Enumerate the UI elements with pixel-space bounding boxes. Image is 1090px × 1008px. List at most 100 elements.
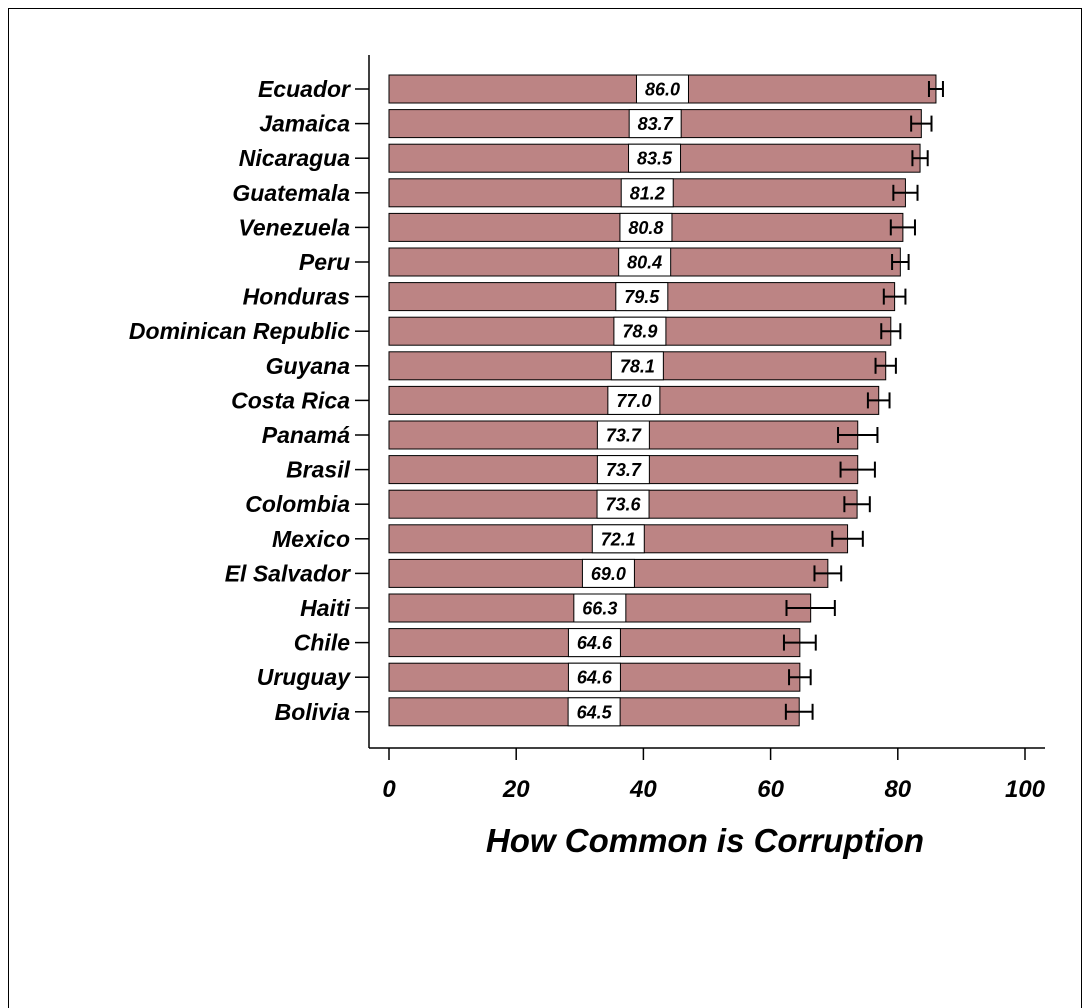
x-tick-label: 60 — [757, 776, 784, 803]
category-label-text: Costa Rica — [231, 387, 350, 413]
value-label-text: 64.6 — [577, 668, 613, 688]
error-bar — [831, 530, 864, 547]
value-label: 77.0 — [607, 385, 661, 415]
category-label-text: Colombia — [245, 491, 350, 517]
category-label: Ecuador — [258, 76, 369, 102]
x-tick: 40 — [629, 748, 657, 803]
value-label: 64.6 — [567, 628, 621, 658]
error-bar — [882, 288, 907, 305]
x-tick: 80 — [884, 748, 912, 803]
value-label: 73.7 — [596, 420, 650, 450]
category-label: Colombia — [245, 491, 369, 517]
value-label-text: 73.6 — [606, 495, 642, 515]
error-bar — [889, 219, 916, 236]
value-label-text: 72.1 — [601, 529, 636, 549]
error-bar — [784, 703, 814, 720]
x-axis-title: How Common is Corruption — [486, 822, 924, 859]
category-label: Brasil — [286, 457, 369, 483]
value-label: 81.2 — [620, 178, 674, 208]
category-label: Jamaica — [259, 111, 369, 137]
category-label: El Salvador — [225, 560, 369, 586]
error-bar — [785, 600, 836, 616]
value-label: 83.5 — [628, 143, 682, 173]
x-tick: 0 — [382, 748, 396, 803]
x-tick-label: 20 — [502, 776, 530, 803]
category-label: Panamá — [262, 422, 369, 448]
category-label: Honduras — [243, 284, 369, 310]
axes — [368, 55, 1045, 749]
error-bar — [813, 565, 843, 582]
category-label-text: Mexico — [272, 526, 350, 552]
category-label-text: Venezuela — [238, 214, 350, 240]
error-bar — [782, 634, 817, 651]
value-label-text: 77.0 — [616, 391, 651, 411]
category-label: Peru — [299, 249, 369, 275]
category-label: Guyana — [266, 353, 369, 379]
x-tick-label: 100 — [1005, 776, 1046, 803]
value-label: 64.6 — [567, 662, 621, 692]
error-bar — [839, 461, 876, 478]
error-bar — [911, 150, 929, 167]
error-bar — [874, 357, 897, 374]
value-label: 78.9 — [613, 316, 667, 346]
chart-frame — [8, 8, 1082, 1008]
value-label: 66.3 — [573, 593, 627, 623]
category-label-text: Ecuador — [258, 76, 351, 102]
error-bars — [782, 81, 944, 720]
error-bar — [927, 81, 944, 97]
value-label-text: 83.7 — [638, 114, 674, 134]
x-tick-label: 80 — [884, 776, 911, 803]
category-label-text: Guyana — [266, 353, 351, 379]
value-label-text: 78.1 — [620, 356, 655, 376]
category-label-text: El Salvador — [225, 560, 351, 586]
value-labels: 86.0 83.7 83.5 81.2 80.8 80.4 79.5 78.9 78.1 77.0… — [567, 74, 689, 727]
value-label: 86.0 — [635, 74, 689, 104]
x-tick-label: 40 — [629, 776, 657, 803]
value-label-text: 64.6 — [577, 633, 613, 653]
value-label-text: 73.7 — [606, 460, 642, 480]
category-label: Chile — [294, 630, 369, 656]
value-label-text: 78.9 — [622, 322, 657, 342]
error-bar — [891, 254, 910, 270]
x-tick-labels: 0 20 40 60 80 100 — [382, 748, 1046, 803]
error-bar — [866, 392, 891, 409]
category-label: Bolivia — [275, 699, 369, 725]
value-label: 64.5 — [567, 697, 621, 727]
x-tick: 20 — [502, 748, 530, 803]
value-label: 80.4 — [618, 247, 672, 277]
value-label: 80.8 — [619, 212, 673, 242]
category-label: Guatemala — [232, 180, 369, 206]
x-tick: 100 — [1005, 748, 1046, 803]
value-label: 78.1 — [610, 351, 664, 381]
value-label-text: 73.7 — [606, 426, 642, 446]
value-label: 73.7 — [596, 455, 650, 485]
value-label-text: 83.5 — [637, 149, 673, 169]
value-label-text: 64.5 — [577, 702, 613, 722]
value-label: 69.0 — [581, 558, 635, 588]
value-label-text: 79.5 — [624, 287, 660, 307]
value-label: 83.7 — [628, 109, 682, 139]
error-bar — [843, 496, 871, 513]
category-label-text: Uruguay — [257, 664, 352, 690]
error-bar — [892, 184, 919, 201]
value-label: 73.6 — [596, 489, 650, 519]
value-label: 79.5 — [615, 282, 669, 312]
error-bar — [837, 427, 879, 443]
value-label-text: 69.0 — [591, 564, 626, 584]
value-label-text: 66.3 — [582, 599, 617, 619]
value-label-text: 80.4 — [627, 253, 662, 273]
category-label-text: Bolivia — [275, 699, 351, 725]
x-tick: 60 — [757, 748, 785, 803]
category-label: Nicaragua — [239, 145, 369, 171]
category-label-text: Guatemala — [232, 180, 350, 206]
category-label-text: Jamaica — [259, 111, 350, 137]
category-label-text: Honduras — [243, 284, 350, 310]
category-label: Dominican Republic — [129, 318, 369, 344]
category-label-text: Panamá — [262, 422, 350, 448]
value-label-text: 80.8 — [628, 218, 663, 238]
category-label-text: Nicaragua — [239, 145, 350, 171]
category-label: Mexico — [272, 526, 369, 552]
category-label-text: Dominican Republic — [129, 318, 350, 344]
category-label: Haiti — [300, 595, 369, 621]
value-label-text: 81.2 — [630, 183, 665, 203]
